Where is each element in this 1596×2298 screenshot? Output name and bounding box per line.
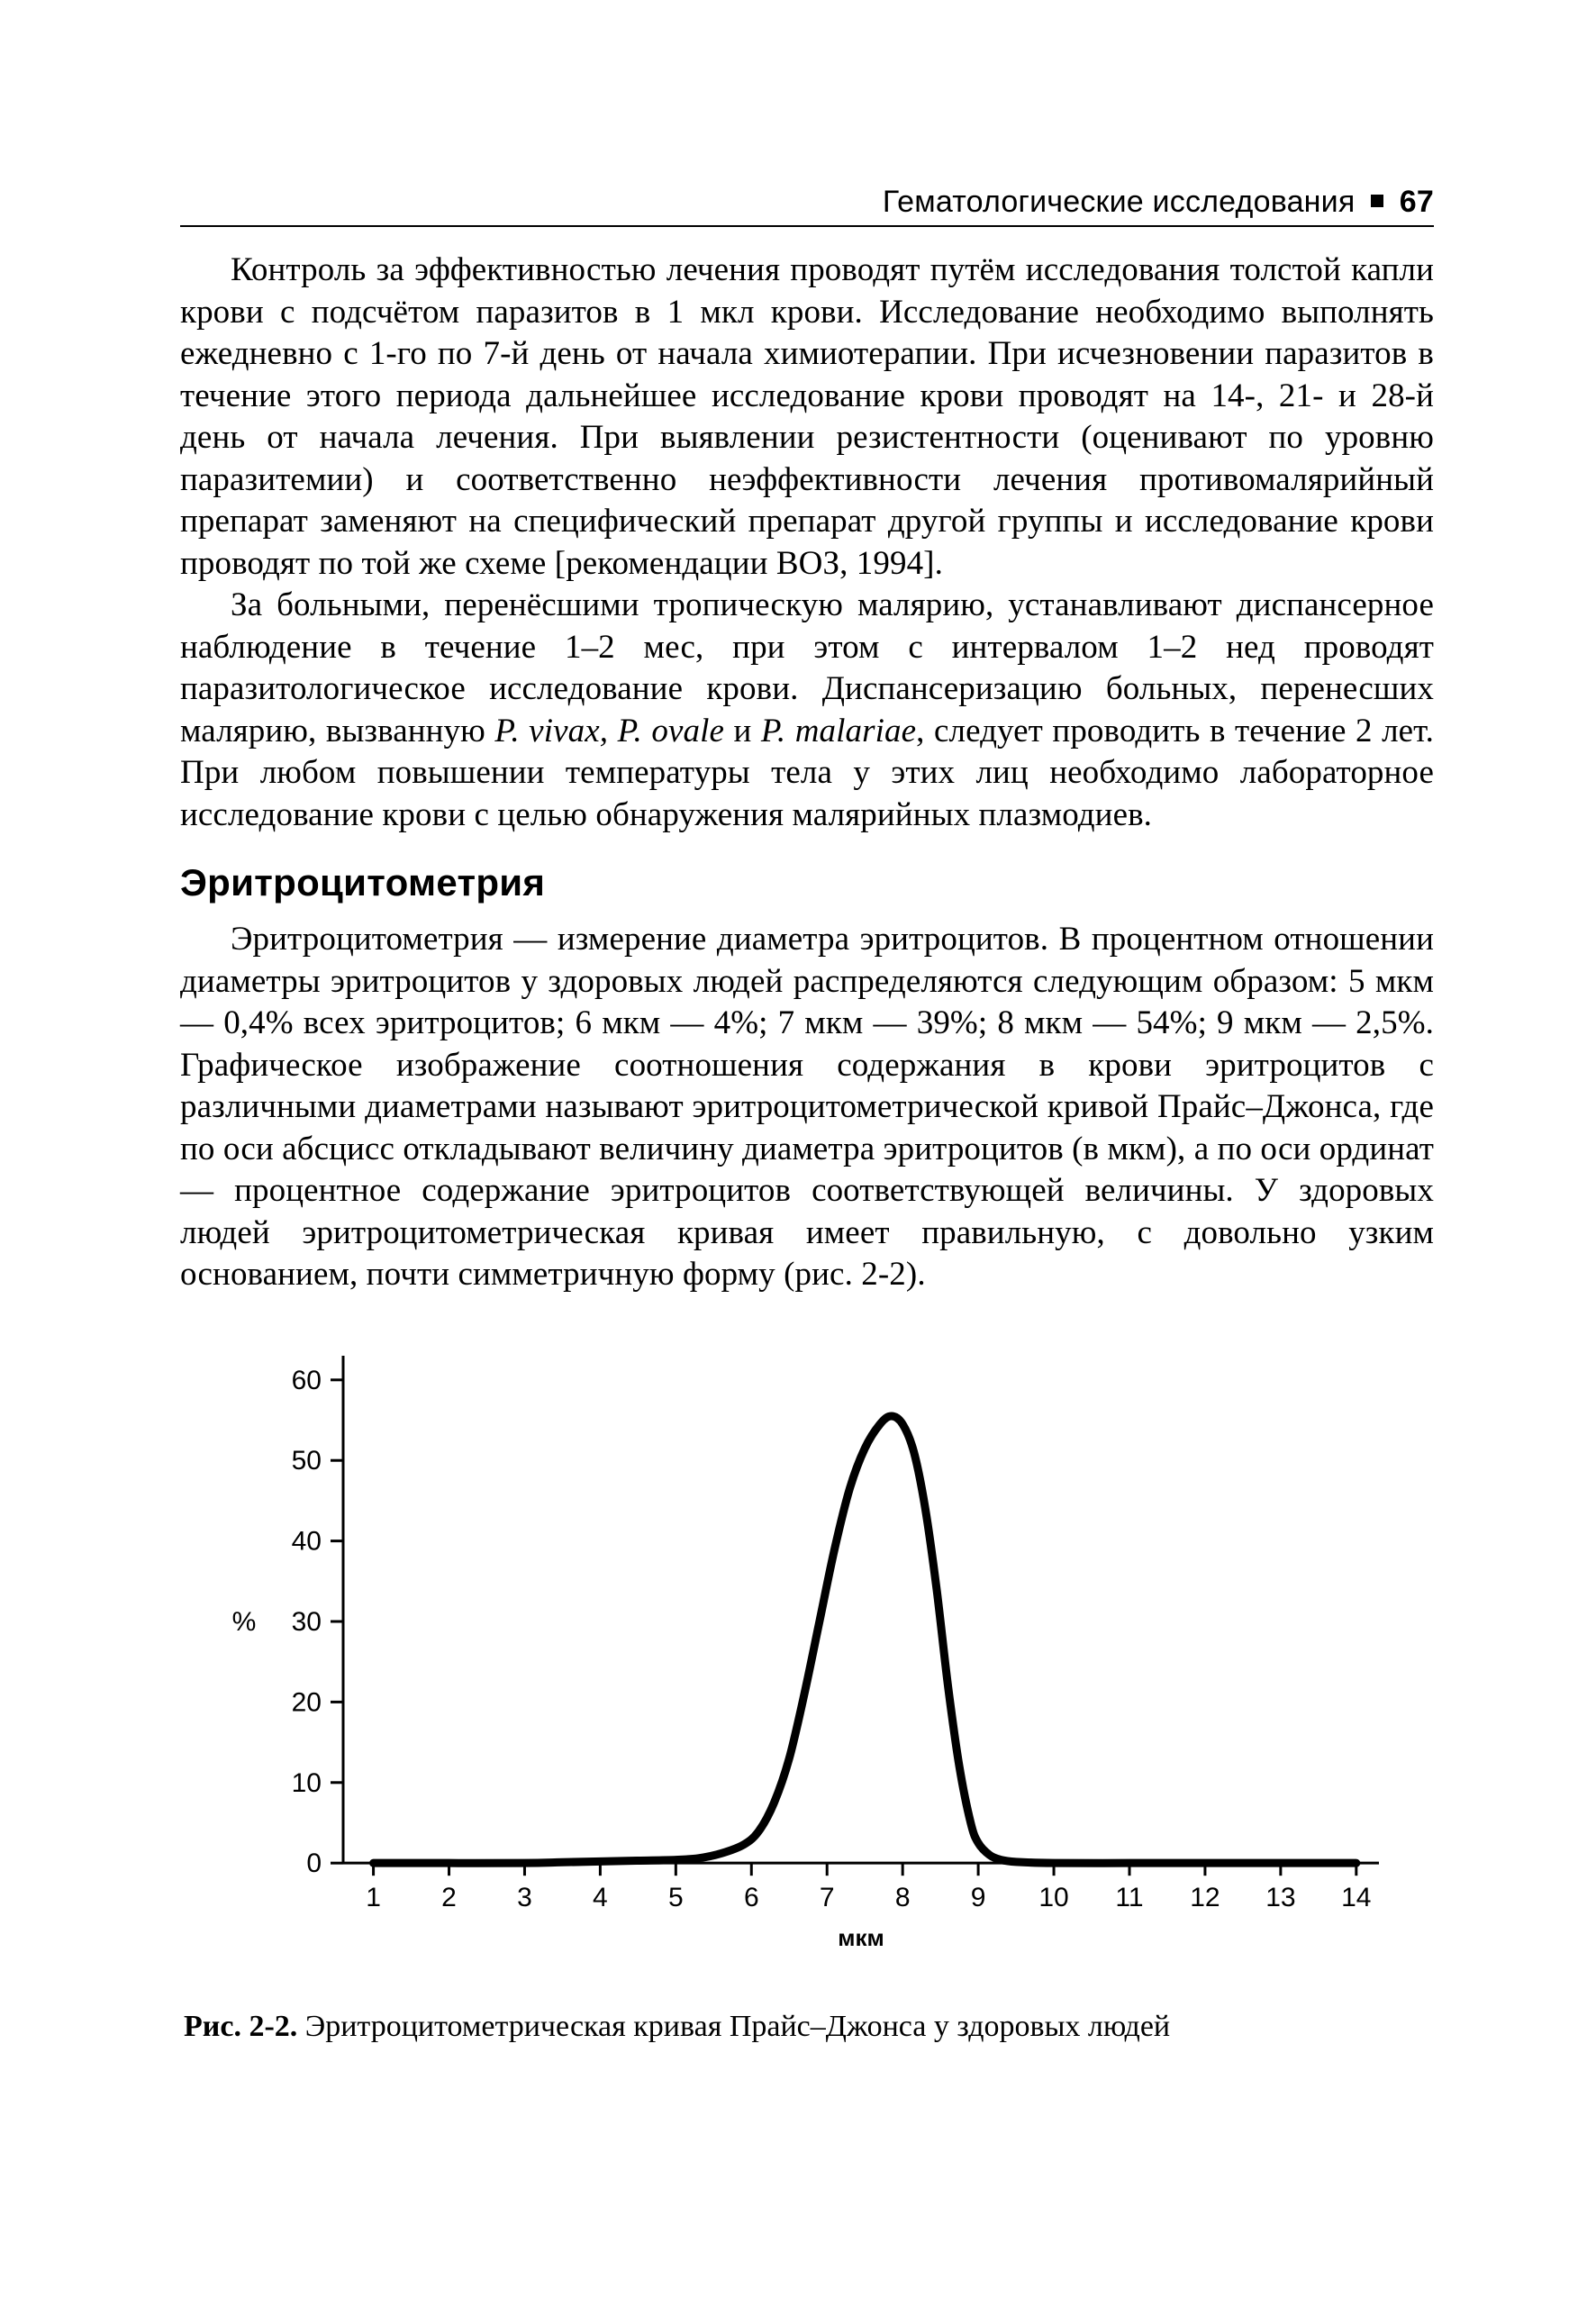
svg-text:8: 8 [895,1883,911,1912]
figure-2-2: 01020304050601234567891011121314мкм% Рис… [180,1338,1434,2044]
p2-species-1: P. vivax, P. ovale [494,713,724,749]
svg-text:30: 30 [292,1607,322,1637]
svg-text:40: 40 [292,1526,322,1556]
svg-text:60: 60 [292,1365,322,1394]
page: Гематологические исследования 67 Контрол… [0,0,1596,2298]
header-page-number: 67 [1400,185,1434,219]
chart-container: 01020304050601234567891011121314мкм% [208,1338,1406,1986]
p2-species-2: P. malariae [761,713,916,749]
svg-text:10: 10 [1038,1883,1068,1912]
header-square-icon [1371,195,1383,207]
svg-text:13: 13 [1265,1883,1295,1912]
svg-text:9: 9 [971,1883,986,1912]
svg-text:12: 12 [1190,1883,1220,1912]
svg-text:6: 6 [744,1883,759,1912]
svg-text:1: 1 [366,1883,381,1912]
svg-text:10: 10 [292,1767,322,1797]
paragraph-3: Эритроцитометрия — измерение диаметра эр… [180,919,1434,1296]
caption-text: Эритроцитометрическая кривая Прайс–Джонс… [297,2010,1170,2043]
svg-text:2: 2 [441,1883,457,1912]
svg-text:20: 20 [292,1687,322,1717]
svg-text:50: 50 [292,1446,322,1476]
svg-text:3: 3 [517,1883,532,1912]
svg-text:мкм: мкм [838,1924,884,1951]
section-heading: Эритроцитометрия [180,861,1434,904]
price-jones-chart: 01020304050601234567891011121314мкм% [208,1338,1406,1986]
svg-text:7: 7 [820,1883,835,1912]
svg-text:14: 14 [1341,1883,1371,1912]
header-section-title: Гематологические исследования [883,185,1356,219]
figure-caption: Рис. 2-2. Эритроцитометрическая кривая П… [180,2010,1434,2044]
svg-text:11: 11 [1115,1883,1143,1912]
paragraph-2: За больными, перенёсшими тропическую мал… [180,585,1434,836]
page-content: Контроль за эффективностью лечения прово… [180,185,1434,2044]
paragraph-1: Контроль за эффективностью лечения прово… [180,250,1434,585]
running-header: Гематологические исследования 67 [180,185,1434,227]
svg-text:4: 4 [593,1883,608,1912]
svg-text:5: 5 [668,1883,684,1912]
p2-and: и [724,713,761,749]
caption-label: Рис. 2-2. [184,2010,297,2043]
svg-text:0: 0 [306,1848,322,1878]
svg-text:%: % [232,1607,257,1637]
